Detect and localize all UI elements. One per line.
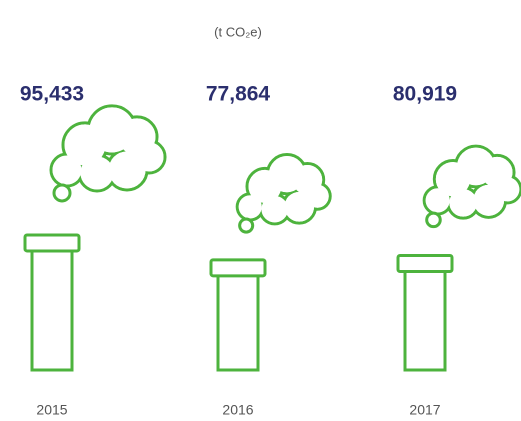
cloud-tail [52,183,72,203]
value-label: 95,433 [20,83,84,106]
chimney-shaft [30,247,74,372]
value-label: 80,919 [393,83,457,106]
chimney [23,233,81,372]
cloud [422,144,521,229]
cloud-fill [80,156,114,190]
cloud-fill [284,191,315,222]
cloud-fill [473,184,505,216]
cloud-tail [425,211,442,229]
cloud [49,104,167,203]
cloud-fill [425,188,450,213]
chimney-shaft [403,267,447,372]
x-tick-label: 2015 [36,402,67,418]
chimney-cap [23,233,81,253]
cloud-tail [238,217,255,234]
cloud [235,153,332,234]
subtitle: (t CO₂e) [214,24,262,39]
cloud-fill [108,151,146,189]
cloud-fill [261,196,288,223]
chimney [396,253,454,372]
chimney-cap [209,258,267,278]
chimney [209,258,267,372]
cloud-fill [238,195,262,219]
cloud-fill [449,189,477,217]
x-tick-label: 2016 [222,402,253,418]
chimney-shaft [216,272,260,372]
chimney-cap [396,253,454,273]
value-label: 77,864 [206,83,271,106]
x-tick-label: 2017 [409,402,440,418]
cloud-fill [52,155,82,185]
